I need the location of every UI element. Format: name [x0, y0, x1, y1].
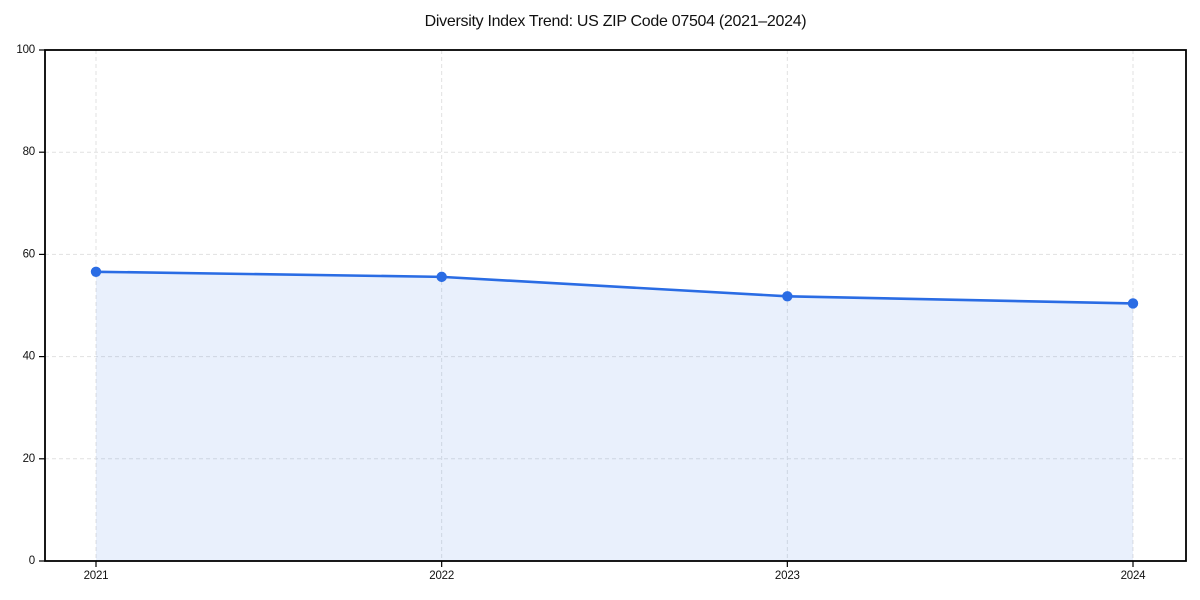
data-point-2022	[436, 271, 447, 283]
x-tick-label: 2023	[775, 570, 800, 582]
y-tick-label: 40	[23, 351, 35, 363]
x-tick-label: 2021	[84, 570, 109, 582]
trend-line	[94, 270, 1135, 305]
data-point-2023	[782, 291, 793, 302]
x-tick-label: 2022	[429, 570, 454, 582]
x-tick-label: 2024	[1121, 570, 1147, 582]
data-point-2024	[1127, 298, 1139, 309]
y-tick-label: 20	[23, 453, 35, 465]
area-fill	[96, 271, 1133, 561]
y-tick-label: 0	[29, 555, 35, 567]
chart-title: Diversity Index Trend: US ZIP Code 07504…	[424, 13, 807, 30]
data-point-2021	[90, 266, 102, 277]
y-tick-label: 80	[23, 146, 35, 158]
axis-spines	[44, 49, 1187, 562]
y-tick-label: 60	[23, 248, 35, 260]
y-tick-label: 100	[16, 44, 35, 56]
